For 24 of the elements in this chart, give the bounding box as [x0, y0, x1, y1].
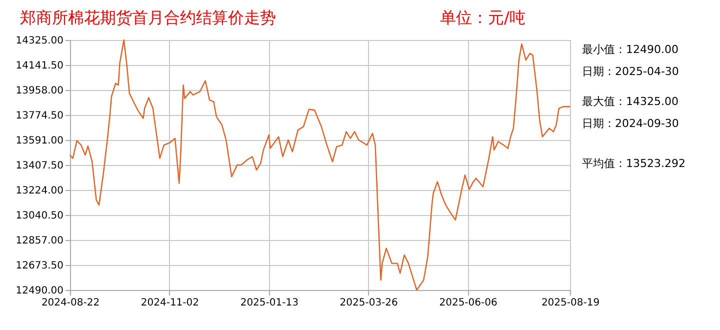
y-tick-label: 14325.00 — [16, 36, 64, 46]
y-tick-label: 13407.50 — [16, 160, 64, 172]
y-tick-label: 14141.50 — [16, 60, 64, 72]
y-tick-label: 13040.50 — [16, 210, 64, 222]
text: 日期：2025-04-30 — [582, 65, 679, 78]
y-tick-label: 12673.50 — [16, 260, 64, 272]
text: 最小值：12490.00 — [582, 43, 678, 56]
chart-subtitle: 单位：元/吨 — [440, 8, 526, 27]
text: 平均值：13523.292 — [582, 157, 686, 170]
y-tick-label: 12857.00 — [16, 236, 64, 246]
y-tick-label: 12490.00 — [16, 286, 64, 296]
y-tick-label: 13591.00 — [16, 136, 64, 146]
y-tick-label: 13958.00 — [16, 86, 64, 96]
x-tick-label: 2025-03-26 — [340, 298, 398, 308]
x-tick-label: 2025-08-19 — [541, 298, 600, 308]
chart-title: 郑商所棉花期货首月合约结算价走势 — [20, 8, 276, 27]
x-tick-label: 2024-11-02 — [140, 298, 200, 308]
x-tick-label: 2025-06-06 — [439, 298, 498, 308]
y-tick-label: 13224.00 — [16, 186, 64, 196]
y-tick-label: 13774.50 — [16, 110, 64, 122]
x-tick-label: 2025-01-13 — [240, 298, 298, 308]
x-tick-label: 2024-08-22 — [41, 298, 100, 308]
text: 最大值：14325.00 — [582, 95, 678, 108]
text: 日期：2024-09-30 — [582, 117, 679, 130]
